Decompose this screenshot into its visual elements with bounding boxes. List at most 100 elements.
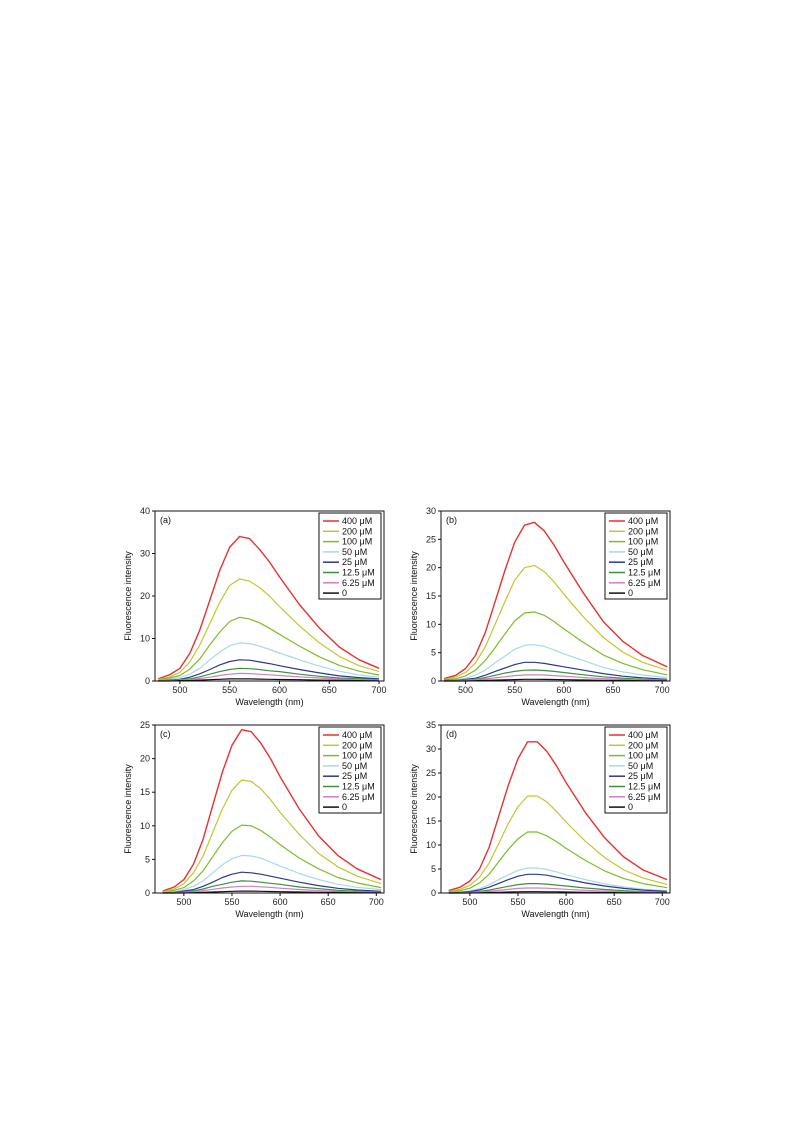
legend-label: 400 μM [628,730,658,740]
series-line [443,521,668,680]
panel-label: (c) [160,729,171,739]
plot-frame [440,724,671,894]
legend-label: 0 [342,802,347,812]
series-line [162,880,382,894]
legend-label: 200 μM [342,526,372,536]
y-tick-label: 5 [431,648,436,658]
y-axis-title: Fluorescence intensity [123,764,133,854]
y-tick-label: 20 [426,563,436,573]
legend-label: 200 μM [628,740,658,750]
series-line [157,535,380,680]
y-tick-label: 15 [140,787,150,797]
y-tick-label: 0 [145,676,150,686]
x-tick-label: 600 [272,685,287,695]
chart-panel: 500 550 600 650 700 0 5 10 15 20 25 30 Wavelength (n… [409,506,671,707]
legend-label: 6.25 μM [342,578,375,588]
legend-label: 6.25 μM [628,578,661,588]
y-tick-label: 5 [431,864,436,874]
legend-label: 50 μM [628,761,653,771]
legend-label: 400 μM [628,516,658,526]
legend-box [318,726,382,814]
x-tick-label: 500 [172,685,187,695]
series-line [162,885,382,894]
x-tick-label: 500 [462,897,477,907]
chart-panel: 500 550 600 650 700 0 10 20 30 40 Wavelength (nm) F… [123,506,387,707]
panel-label: (b) [446,515,457,525]
y-tick-label: 30 [140,549,150,559]
x-tick-label: 500 [176,897,191,907]
series-line [162,779,382,893]
chart-panel: 500 550 600 650 700 0 5 10 15 20 25 Wavelength (nm)… [123,720,385,919]
series-line [157,578,380,680]
legend-box [318,512,382,600]
x-tick-label: 650 [322,685,337,695]
series-line [448,867,668,894]
x-axis-title: Wavelength (nm) [235,697,303,707]
y-tick-label: 0 [431,888,436,898]
legend-label: 0 [342,588,347,598]
legend-label: 25 μM [628,557,653,567]
x-tick-label: 700 [369,897,384,907]
x-tick-label: 650 [605,685,620,695]
series-line [162,824,382,893]
y-tick-label: 10 [140,821,150,831]
legend-label: 50 μM [342,547,367,557]
legend-label: 200 μM [628,526,658,536]
series-line [162,871,382,894]
legend-label: 12.5 μM [628,782,661,792]
legend-label: 200 μM [342,740,372,750]
series-line [157,616,380,681]
y-tick-label: 0 [431,676,436,686]
legend-label: 12.5 μM [628,568,661,578]
series-line [162,854,382,893]
y-tick-label: 25 [140,720,150,730]
y-tick-label: 25 [426,534,436,544]
y-tick-label: 20 [140,591,150,601]
series-line [162,729,382,892]
series-line [448,882,668,894]
y-tick-label: 35 [426,720,436,730]
y-axis-title: Fluorescence intensity [409,551,419,641]
x-tick-label: 700 [655,897,670,907]
series-line [443,674,668,682]
x-axis-title: Wavelength (nm) [235,909,303,919]
x-tick-label: 600 [556,685,571,695]
legend-label: 0 [628,802,633,812]
legend-label: 0 [628,588,633,598]
x-tick-label: 600 [559,897,574,907]
series-line [443,564,668,680]
y-tick-label: 30 [426,506,436,516]
series-line [157,659,380,682]
y-tick-label: 15 [426,591,436,601]
x-tick-label: 500 [458,685,473,695]
legend-box [604,512,668,600]
x-tick-label: 550 [507,685,522,695]
legend-label: 100 μM [628,537,658,547]
x-tick-label: 700 [372,685,387,695]
y-tick-label: 20 [140,754,150,764]
x-axis-title: Wavelength (nm) [521,909,589,919]
legend-label: 400 μM [342,730,372,740]
legend-label: 25 μM [628,771,653,781]
y-tick-label: 40 [140,506,150,516]
legend-label: 50 μM [628,547,653,557]
series-line [448,873,668,894]
series-line [448,887,668,894]
legend-label: 50 μM [342,761,367,771]
y-tick-label: 10 [140,634,150,644]
series-line [448,831,668,893]
legend-box [604,726,668,814]
legend-label: 100 μM [342,751,372,761]
panel-label: (a) [160,515,171,525]
series-line [158,667,380,682]
legend-label: 6.25 μM [342,792,375,802]
series-line [448,795,668,893]
y-tick-label: 20 [426,792,436,802]
y-axis-title: Fluorescence intensity [123,551,133,641]
x-tick-label: 550 [224,897,239,907]
legend-label: 400 μM [342,516,372,526]
x-tick-label: 600 [273,897,288,907]
